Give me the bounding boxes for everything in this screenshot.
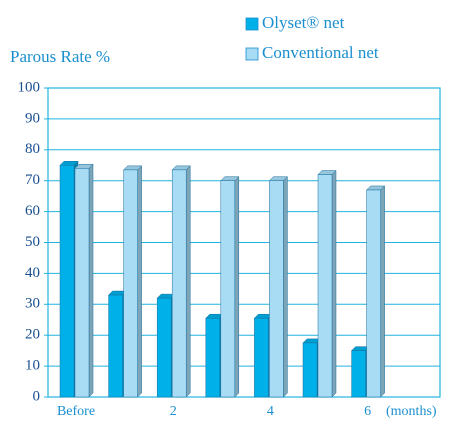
bar-side: [137, 165, 142, 398]
y-tick-label: 100: [18, 79, 41, 95]
y-tick-label: 30: [25, 296, 40, 312]
bar: [123, 169, 138, 398]
legend-label: Conventional net: [262, 43, 379, 62]
y-axis-label: Parous Rate %: [10, 47, 110, 66]
legend-swatch: [245, 17, 259, 31]
x-tick-label: Before: [57, 404, 95, 419]
legend-swatch: [245, 47, 259, 61]
y-tick-label: 50: [25, 234, 40, 250]
y-tick-label: 90: [25, 110, 40, 126]
bar: [351, 350, 366, 398]
bar-side: [88, 163, 94, 398]
x-tick-label: 4: [267, 404, 274, 419]
y-tick-label: 0: [33, 388, 41, 404]
bar: [317, 174, 333, 398]
bar: [74, 168, 90, 398]
bar: [205, 317, 221, 398]
x-tick-label: 2: [170, 404, 177, 419]
legend-label: Olyset® net: [262, 13, 345, 32]
bar: [269, 180, 284, 398]
bar: [254, 317, 269, 398]
bar: [59, 165, 75, 398]
y-tick-label: 60: [25, 203, 40, 219]
bar: [156, 297, 172, 398]
x-axis-label: (months): [386, 404, 437, 419]
x-tick-label: 6: [364, 404, 371, 419]
bar: [220, 180, 236, 398]
bar: [171, 169, 187, 398]
y-tick-label: 10: [25, 358, 40, 374]
bar-side: [234, 176, 240, 398]
bar: [108, 294, 123, 398]
bar-side: [331, 169, 337, 398]
y-tick-label: 40: [25, 265, 40, 281]
plot-frame: [47, 87, 441, 398]
y-tick-label: 20: [25, 327, 40, 343]
bar-side: [283, 176, 288, 398]
bar-side: [380, 185, 385, 398]
y-tick-label: 80: [25, 141, 40, 157]
bar: [302, 342, 318, 398]
bar: [366, 189, 381, 398]
y-tick-label: 70: [25, 172, 40, 188]
bar-side: [185, 165, 191, 398]
